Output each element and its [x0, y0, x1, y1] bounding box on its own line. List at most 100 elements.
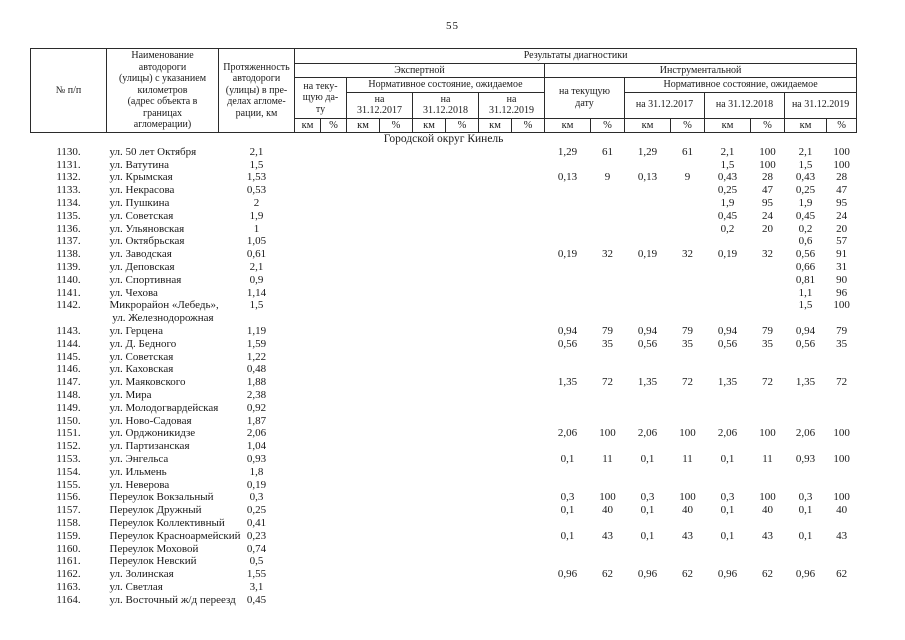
value-cell: 72	[602, 376, 613, 389]
value-cell	[413, 287, 446, 300]
value-cell	[413, 389, 446, 402]
value-cell	[446, 171, 479, 184]
value-cell	[785, 543, 827, 556]
value-cell	[705, 389, 751, 402]
value-cell	[512, 440, 545, 453]
road-length: 0,41	[246, 516, 267, 529]
value-cell: 96	[836, 286, 848, 299]
value-cell	[347, 363, 380, 376]
row-number: 1132.	[56, 171, 81, 184]
value-cell: 0,19	[717, 248, 738, 261]
value-cell: 43	[762, 529, 773, 542]
value-cell	[380, 581, 413, 594]
value-cell	[347, 568, 380, 581]
value-cell	[380, 389, 413, 402]
value-cell	[671, 223, 705, 236]
value-cell: 0,56	[795, 337, 816, 350]
value-cell: 11	[602, 452, 613, 465]
header-row-number: № п/п	[30, 48, 107, 133]
value-cell	[295, 466, 321, 479]
value-cell	[321, 389, 347, 402]
header-unit-pct: %	[590, 117, 625, 133]
value-cell	[705, 543, 751, 556]
value-cell	[380, 427, 413, 440]
row-number: 1145.	[56, 350, 81, 363]
value-cell	[295, 402, 321, 415]
value-cell: 0,3	[798, 491, 813, 504]
value-cell	[591, 299, 625, 325]
row-number: 1158.	[56, 516, 81, 529]
row-number: 1130.	[56, 145, 81, 158]
value-cell	[446, 351, 479, 364]
value-cell	[705, 274, 751, 287]
value-cell	[512, 171, 545, 184]
row-number: 1164.	[56, 593, 81, 606]
value-cell: 1,29	[637, 145, 658, 158]
value-cell: 28	[762, 171, 773, 184]
value-cell	[625, 223, 671, 236]
value-cell	[321, 235, 347, 248]
value-cell	[671, 440, 705, 453]
value-cell	[446, 491, 479, 504]
table-row: 1131. ул. Ватутина 1,5 1,5 100 1,5 100	[31, 159, 857, 172]
road-length: 0,19	[246, 478, 267, 491]
row-number: 1160.	[56, 542, 81, 555]
value-cell	[512, 594, 545, 607]
value-cell	[446, 427, 479, 440]
table-row: 1147. ул. Маяковского 1,88 1,35 72 1,35 …	[31, 376, 857, 389]
value-cell	[347, 440, 380, 453]
value-cell	[705, 351, 751, 364]
value-cell	[479, 517, 512, 530]
value-cell	[625, 466, 671, 479]
value-cell	[321, 466, 347, 479]
value-cell	[512, 197, 545, 210]
value-cell	[545, 235, 591, 248]
street-name: ул. Неверова	[109, 478, 170, 491]
value-cell	[751, 479, 785, 492]
value-cell	[295, 223, 321, 236]
street-name: ул. Заводская	[109, 248, 172, 261]
value-cell	[347, 223, 380, 236]
value-cell	[671, 466, 705, 479]
row-number: 1131.	[56, 158, 81, 171]
value-cell	[545, 402, 591, 415]
header-unit-pct: %	[750, 117, 785, 133]
value-cell	[446, 581, 479, 594]
road-length: 2,1	[249, 260, 264, 273]
road-length: 1,9	[249, 209, 264, 222]
value-cell	[295, 530, 321, 543]
page-number: 55	[446, 20, 459, 32]
value-cell	[380, 197, 413, 210]
value-cell	[512, 184, 545, 197]
value-cell	[591, 479, 625, 492]
value-cell	[479, 581, 512, 594]
road-length: 0,5	[249, 555, 264, 568]
value-cell	[446, 274, 479, 287]
value-cell	[479, 197, 512, 210]
header-unit-km: км	[346, 117, 380, 133]
value-cell	[545, 479, 591, 492]
street-name: Переулок Вокзальный	[109, 491, 214, 504]
value-cell: 0,13	[637, 171, 658, 184]
row-number: 1138.	[56, 248, 81, 261]
value-cell	[785, 351, 827, 364]
value-cell	[705, 517, 751, 530]
street-name: Переулок Коллективный	[109, 516, 225, 529]
value-cell: 0,45	[795, 209, 816, 222]
value-cell	[380, 248, 413, 261]
value-cell	[671, 351, 705, 364]
value-cell: 32	[682, 248, 693, 261]
value-cell	[446, 440, 479, 453]
value-cell	[295, 389, 321, 402]
value-cell	[671, 517, 705, 530]
value-cell: 1,35	[557, 376, 578, 389]
value-cell	[295, 376, 321, 389]
table-row: 1161. Переулок Невский 0,5	[31, 555, 857, 568]
value-cell: 1,35	[717, 376, 738, 389]
value-cell: 47	[762, 184, 773, 197]
value-cell	[625, 479, 671, 492]
value-cell	[446, 517, 479, 530]
value-cell	[380, 146, 413, 159]
value-cell	[413, 171, 446, 184]
value-cell: 0,13	[557, 171, 578, 184]
